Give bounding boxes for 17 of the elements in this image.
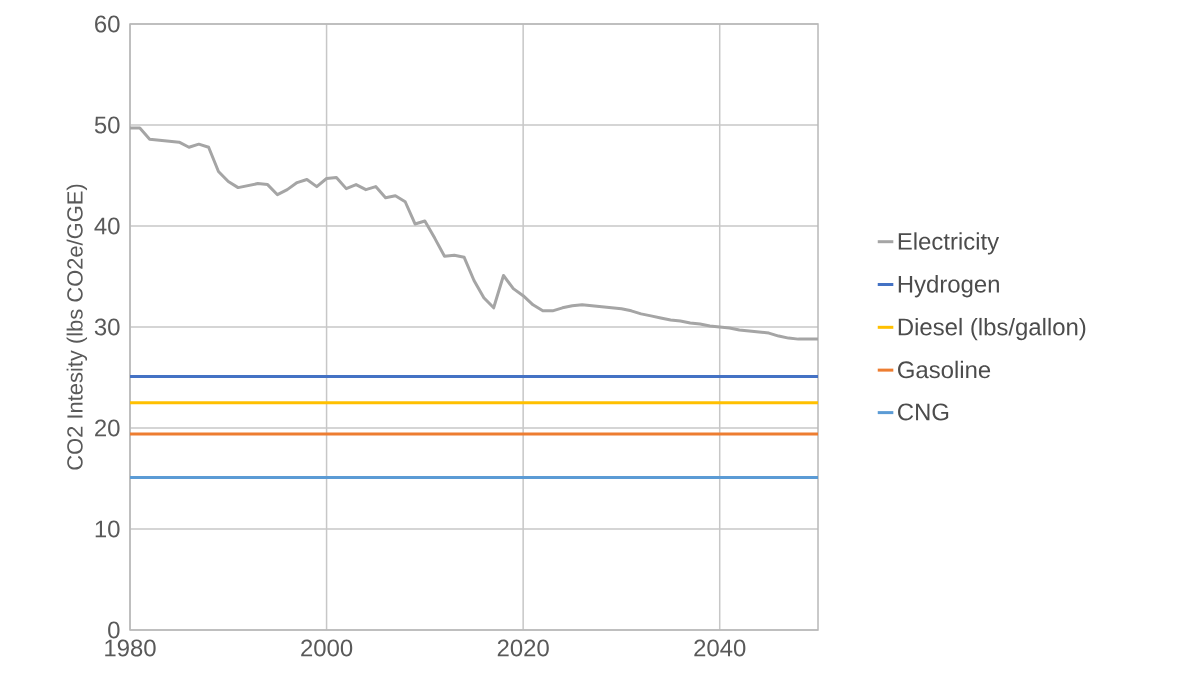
x-tick-label: 1980 [105,639,156,657]
x-tick-label: 2020 [497,639,549,657]
y-tick-label: 20 [95,419,120,437]
legend-label: CNG [898,403,949,421]
y-tick-label: 50 [94,116,120,134]
legend-label: Electricity [898,232,1000,255]
y-tick-label: 30 [94,318,120,336]
x-tick-label: 2000 [301,639,353,657]
y-tick-label: 40 [94,217,120,235]
x-tick-label: 2040 [694,639,746,657]
y-axis-title: CO2 Intesity (lbs CO2e/GGE) [66,184,88,470]
legend-label: Diesel (lbs/gallon) [898,317,1086,341]
y-tick-label: 0 [108,621,120,639]
legend-label: Gasoline [898,360,991,379]
y-tick-label: 60 [95,15,120,33]
legend-label: Hydrogen [898,275,999,298]
y-tick-label: 10 [95,520,120,538]
